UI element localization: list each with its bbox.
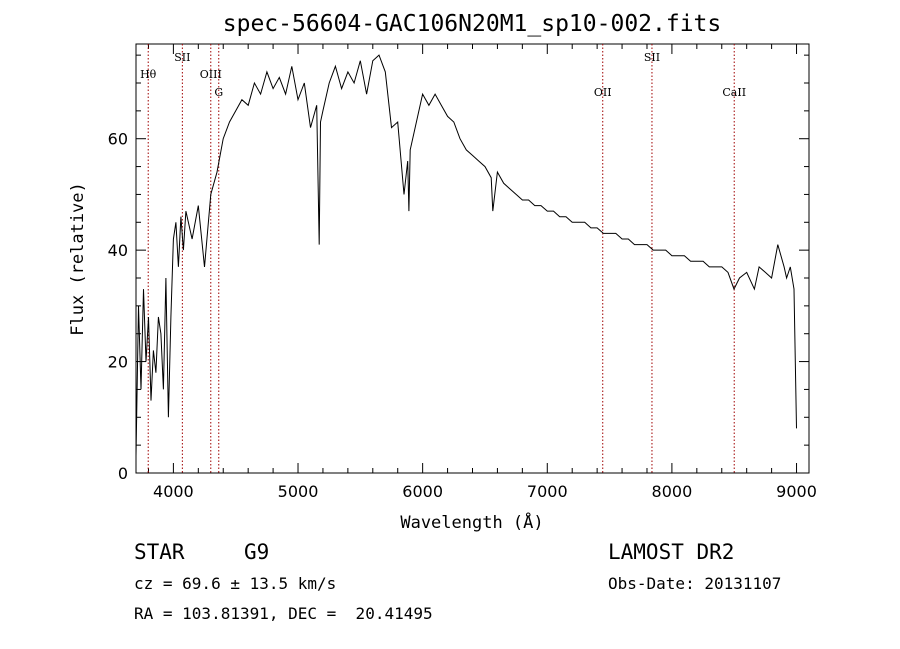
spectral-line-markers: Hθ SII OIII G OII SII CaII <box>140 44 746 473</box>
spectral-line-label: OIII <box>200 68 222 81</box>
coordinates-readout: RA = 103.81391, DEC = 20.41495 <box>134 604 433 623</box>
axes: 4000 5000 6000 7000 8000 9000 0 20 40 60 <box>108 44 817 501</box>
y-tick-label: 60 <box>108 130 128 149</box>
spectral-subclass: G9 <box>244 540 270 564</box>
x-tick-label: 4000 <box>153 482 194 501</box>
y-tick-label: 40 <box>108 241 128 260</box>
spectral-line-label: SII <box>174 51 190 64</box>
chart-title: spec-56604-GAC106N20M1_sp10-002.fits <box>223 11 722 37</box>
object-type: STAR <box>134 540 185 564</box>
spectral-line-label: OII <box>594 86 612 99</box>
x-tick-label: 5000 <box>278 482 319 501</box>
observation-date: Obs-Date: 20131107 <box>608 574 782 593</box>
survey-name: LAMOST DR2 <box>608 540 735 564</box>
x-axis-label: Wavelength (Å) <box>400 511 543 533</box>
redshift-readout: cz = 69.6 ± 13.5 km/s <box>134 574 337 593</box>
spectral-line-label: G <box>214 86 223 99</box>
spectral-line-label: Hθ <box>140 68 157 81</box>
spectral-line-label: CaII <box>722 86 746 99</box>
x-tick-label: 9000 <box>776 482 817 501</box>
y-axis-label: Flux (relative) <box>68 182 88 336</box>
spectral-line-label: SII <box>644 51 660 64</box>
x-tick-label: 6000 <box>402 482 443 501</box>
spectrum-line <box>135 54 797 457</box>
y-tick-label: 20 <box>108 353 128 372</box>
y-tick-label: 0 <box>118 464 128 483</box>
x-tick-label: 7000 <box>527 482 568 501</box>
x-tick-label: 8000 <box>652 482 693 501</box>
